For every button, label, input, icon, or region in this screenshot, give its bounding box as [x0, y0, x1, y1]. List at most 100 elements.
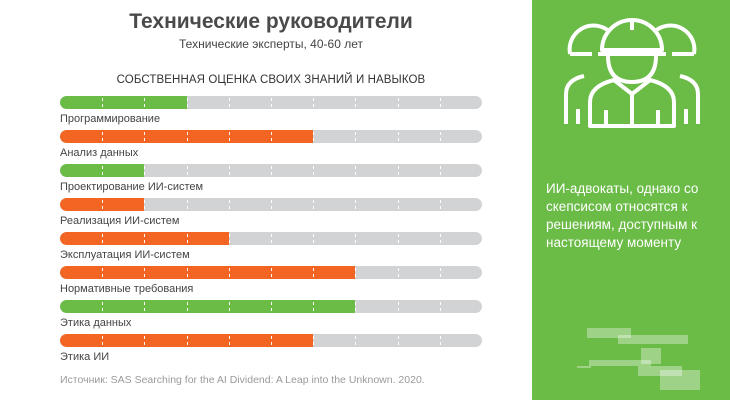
bar-track — [60, 164, 482, 177]
bar-tick — [439, 166, 441, 175]
bar-tick — [144, 166, 146, 175]
bar-tick — [144, 268, 146, 277]
bar-label: Нормативные требования — [60, 283, 194, 295]
bar-tick — [355, 234, 357, 243]
bar-tick — [144, 132, 146, 141]
bar-tick — [439, 200, 441, 209]
bar-tick — [144, 302, 146, 311]
bar-tick — [228, 200, 230, 209]
bar-tick — [397, 336, 399, 345]
bar-tick — [102, 234, 104, 243]
chart-title: СОБСТВЕННАЯ ОЦЕНКА СВОИХ ЗНАНИЙ И НАВЫКО… — [116, 74, 426, 86]
bar-label: Эксплуатация ИИ-систем — [60, 249, 190, 261]
bar-tick — [228, 302, 230, 311]
bar-tick — [228, 98, 230, 107]
page-subtitle: Технические эксперты, 40-60 лет — [179, 37, 363, 51]
bar-row: Реализация ИИ-систем — [60, 198, 482, 232]
bar-tick — [271, 336, 272, 345]
side-panel: ИИ-адвокаты, однако со скепсисом относят… — [532, 0, 730, 400]
bar-track — [60, 96, 482, 109]
bar-tick — [271, 166, 272, 175]
bar-tick — [271, 98, 272, 107]
bar-label: Реализация ИИ-систем — [60, 215, 180, 227]
bar-tick — [144, 234, 146, 243]
bar-tick — [186, 302, 188, 311]
bar-tick — [228, 166, 230, 175]
bar-tick — [228, 234, 230, 243]
engineers-icon — [564, 18, 700, 128]
bar-tick — [355, 268, 357, 277]
bar-tick — [228, 132, 230, 141]
bar-tick — [397, 234, 399, 243]
bar-tick — [313, 234, 315, 243]
bar-tick — [271, 234, 272, 243]
bar-tick — [186, 200, 188, 209]
bar-tick — [102, 336, 104, 345]
bar-tick — [355, 166, 357, 175]
bar-tick — [271, 302, 272, 311]
bar-tick — [313, 132, 315, 141]
bar-tick — [186, 98, 188, 107]
bar-tick — [439, 234, 441, 243]
bar-row: Программирование — [60, 96, 482, 130]
bar-tick — [439, 98, 441, 107]
bar-tick — [228, 268, 230, 277]
bar-tick — [439, 336, 441, 345]
bar-row: Нормативные требования — [60, 266, 482, 300]
bar-tick — [102, 98, 104, 107]
bar-tick — [397, 166, 399, 175]
bar-tick — [102, 302, 104, 311]
bar-tick — [313, 302, 315, 311]
bar-tick — [313, 200, 315, 209]
bar-tick — [102, 166, 104, 175]
bar-tick — [186, 132, 188, 141]
bar-tick — [186, 336, 188, 345]
source-note: Источник: SAS Searching for the AI Divid… — [60, 374, 425, 386]
bar-tick — [313, 166, 315, 175]
bar-label: Программирование — [60, 113, 161, 125]
bar-label: Анализ данных — [60, 147, 139, 159]
bar-track — [60, 232, 482, 245]
bar-tick — [313, 268, 315, 277]
bar-tick — [397, 200, 399, 209]
bar-label: Проектирование ИИ-систем — [60, 181, 204, 193]
bar-track — [60, 266, 482, 279]
bar-tick — [144, 98, 146, 107]
bar-tick — [313, 98, 315, 107]
bar-tick — [397, 132, 399, 141]
bar-row: Этика данных — [60, 300, 482, 334]
bar-tick — [271, 132, 272, 141]
bar-tick — [228, 336, 230, 345]
bar-track — [60, 130, 482, 143]
bar-tick — [355, 302, 357, 311]
panel-text: ИИ-адвокаты, однако со скепсисом относят… — [546, 181, 699, 250]
bar-tick — [355, 132, 357, 141]
bar-track — [60, 300, 482, 313]
bar-row: Анализ данных — [60, 130, 482, 164]
bar-tick — [186, 166, 188, 175]
bar-tick — [313, 336, 315, 345]
bar-track — [60, 334, 482, 347]
bar-tick — [397, 268, 399, 277]
bar-tick — [186, 234, 188, 243]
bar-label: Этика данных — [60, 317, 132, 329]
bar-tick — [271, 268, 272, 277]
bar-tick — [144, 336, 146, 345]
bar-tick — [144, 200, 146, 209]
page-title: Технические руководители — [129, 10, 413, 33]
bar-tick — [355, 336, 357, 345]
bar-label: Этика ИИ — [60, 351, 110, 363]
bar-tick — [102, 200, 104, 209]
bar-tick — [355, 200, 357, 209]
bar-tick — [271, 200, 272, 209]
bar-tick — [355, 98, 357, 107]
bar-tick — [397, 302, 399, 311]
bar-row: Проектирование ИИ-систем — [60, 164, 482, 198]
bar-tick — [102, 268, 104, 277]
bar-row: Этика ИИ — [60, 334, 482, 368]
bar-tick — [186, 268, 188, 277]
bar-row: Эксплуатация ИИ-систем — [60, 232, 482, 266]
bar-tick — [439, 268, 441, 277]
bar-track — [60, 198, 482, 211]
bar — [60, 96, 187, 109]
